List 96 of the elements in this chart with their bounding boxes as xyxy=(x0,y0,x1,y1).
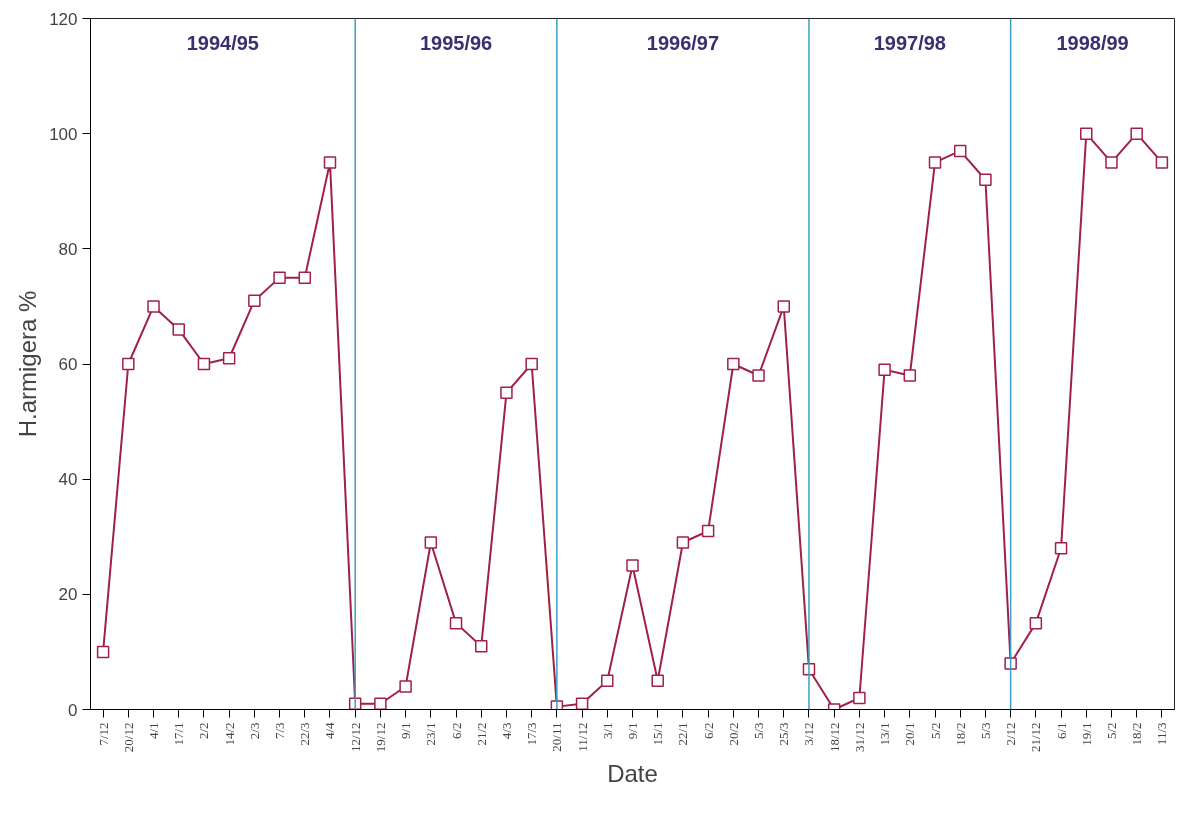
point xyxy=(172,323,185,336)
x-tick-label: 2/12 xyxy=(1003,722,1019,746)
annotation: 1998/99 xyxy=(1056,31,1129,54)
y-tick-label: 60 xyxy=(58,355,78,374)
point xyxy=(197,357,211,371)
x-tick-label: 20/12 xyxy=(120,722,136,753)
point xyxy=(500,386,513,400)
x-tick-label: 5/2 xyxy=(1103,722,1119,740)
point xyxy=(1130,127,1143,140)
point xyxy=(525,357,538,371)
x-tick-label: 9/1 xyxy=(625,722,640,740)
point xyxy=(928,156,942,169)
x-tick-label: 18/12 xyxy=(826,722,842,753)
point xyxy=(147,300,160,313)
x-tick-label: 7/3 xyxy=(272,722,288,740)
point xyxy=(903,369,917,382)
y-axis-title: H.armigera % xyxy=(14,290,42,438)
x-tick-label: 4/3 xyxy=(498,722,514,740)
x-tick-label: 15/1 xyxy=(650,722,666,746)
y-tick-label: 0 xyxy=(68,700,78,720)
point xyxy=(601,674,614,687)
annotation: 1997/98 xyxy=(873,31,946,54)
x-tick-label: 19/12 xyxy=(372,722,388,753)
point xyxy=(953,144,967,158)
x-tick-label: 23/1 xyxy=(423,722,439,746)
x-tick-label: 6/2 xyxy=(448,722,464,740)
point xyxy=(676,536,690,549)
x-tick-label: 31/12 xyxy=(851,722,867,753)
x-tick-label: 17/3 xyxy=(524,722,540,746)
x-tick-label: 13/1 xyxy=(877,722,893,746)
x-tick-label: 3/12 xyxy=(801,722,817,746)
point xyxy=(1029,616,1043,630)
point xyxy=(575,697,589,710)
x-tick-label: 7/12 xyxy=(95,722,111,746)
x-tick-label: 2/3 xyxy=(246,722,262,740)
point xyxy=(1054,542,1068,555)
point xyxy=(651,674,664,687)
annotation: 1996/97 xyxy=(646,31,720,54)
x-tick-label: 17/1 xyxy=(171,722,187,746)
point xyxy=(979,173,992,186)
point xyxy=(424,536,438,549)
point xyxy=(1080,127,1093,140)
x-tick-label: 12/12 xyxy=(347,722,363,753)
y-tick-label: 40 xyxy=(58,470,78,490)
point xyxy=(777,300,791,313)
y-tick-label: 20 xyxy=(58,585,78,605)
x-tick-label: 5/3 xyxy=(977,722,993,740)
x-tick-label: 11/12 xyxy=(574,722,590,752)
x-tick-label: 5/2 xyxy=(927,722,943,740)
point xyxy=(374,697,387,710)
y-tick-label: 80 xyxy=(58,239,78,259)
point xyxy=(323,156,337,169)
point xyxy=(273,271,286,284)
point xyxy=(122,357,135,371)
x-tick-label: 20/11 xyxy=(549,722,565,752)
x-tick-label: 25/3 xyxy=(776,722,792,746)
y-tick-label: 100 xyxy=(49,124,78,144)
x-tick-label: 4/4 xyxy=(322,722,338,740)
x-tick-label: 22/3 xyxy=(297,722,313,746)
x-axis-title: Date xyxy=(607,760,658,788)
point xyxy=(878,363,891,377)
x-tick-label: 4/1 xyxy=(146,722,162,740)
point xyxy=(96,645,110,659)
x-tick-label: 11/3 xyxy=(1154,722,1170,746)
x-tick-label: 21/2 xyxy=(473,722,489,746)
x-tick-label: 6/1 xyxy=(1053,722,1069,740)
point xyxy=(626,559,639,572)
x-tick-label: 5/3 xyxy=(751,722,767,740)
annotation: 1994/95 xyxy=(186,31,259,54)
x-tick-label: 9/1 xyxy=(398,722,414,740)
annotation: 1995/96 xyxy=(419,31,493,54)
point xyxy=(1004,657,1017,670)
point xyxy=(449,616,463,630)
x-tick-label: 6/2 xyxy=(700,722,716,740)
y-tick-label: 120 xyxy=(49,9,78,29)
point xyxy=(298,271,312,284)
x-tick-label: 14/2 xyxy=(221,722,237,746)
x-tick-label: 2/2 xyxy=(196,722,212,740)
point xyxy=(399,680,412,693)
x-tick-label: 19/1 xyxy=(1078,722,1094,746)
x-tick-label: 18/2 xyxy=(952,722,968,746)
point xyxy=(701,524,715,538)
point xyxy=(222,351,236,365)
x-tick-label: 3/1 xyxy=(599,722,615,740)
x-tick-label: 21/12 xyxy=(1028,722,1044,753)
x-tick-label: 22/1 xyxy=(675,722,691,746)
point xyxy=(752,369,765,382)
point xyxy=(1105,156,1118,169)
point xyxy=(248,294,261,307)
point xyxy=(853,691,866,705)
x-tick-label: 18/2 xyxy=(1129,722,1145,746)
x-tick-label: 20/2 xyxy=(725,722,741,746)
x-tick-label: 20/1 xyxy=(902,722,918,746)
point xyxy=(1155,156,1169,169)
point xyxy=(474,639,488,653)
point xyxy=(727,357,740,371)
